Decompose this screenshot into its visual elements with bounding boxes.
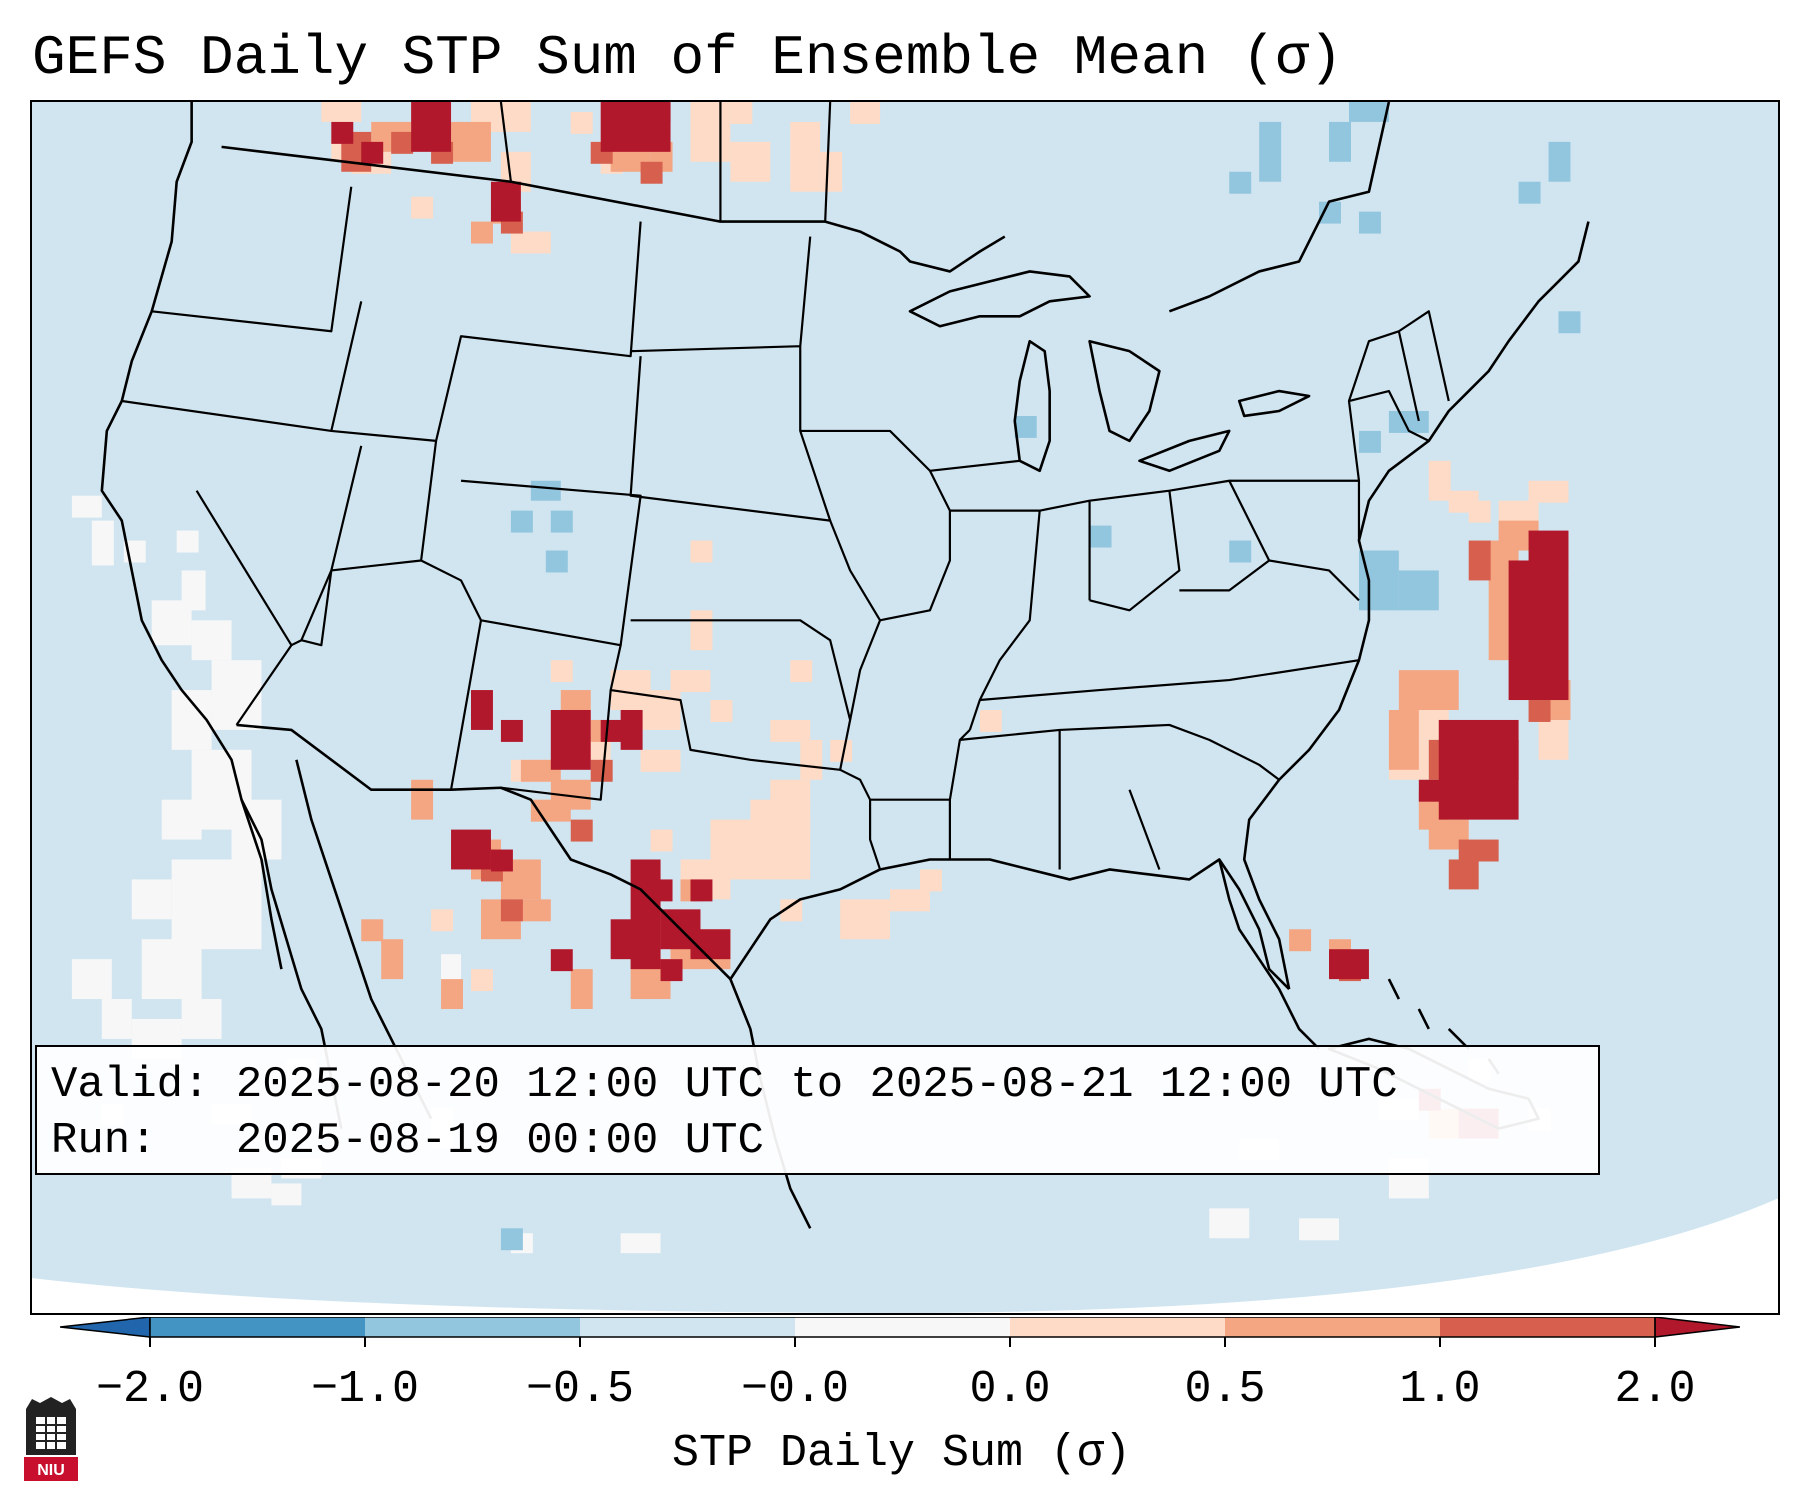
bahamas-islands — [1387, 978, 1500, 1075]
colorbar-tick-label: 0.5 — [1184, 1364, 1266, 1415]
map-title: GEFS Daily STP Sum of Ensemble Mean (σ) — [32, 26, 1343, 90]
colorbar-tick-label: 1.0 — [1399, 1364, 1481, 1415]
colorbar-tick-label: −2.0 — [95, 1364, 205, 1415]
lake-erie — [1138, 429, 1231, 473]
pacific-coastline — [100, 102, 343, 1129]
info-box: Valid: 2025-08-20 12:00 UTC to 2025-08-2… — [35, 1045, 1600, 1175]
colorbar-under-triangle — [60, 1317, 151, 1338]
lake-huron — [1088, 339, 1161, 443]
niu-logo-icon: NIU — [24, 1397, 78, 1481]
colorbar-bin-1-2 — [1440, 1317, 1655, 1337]
florida-coastline — [1218, 859, 1320, 1050]
colorbar-ticks — [149, 1337, 1656, 1347]
run-time-text: Run: 2025-08-19 00:00 UTC — [51, 1116, 764, 1166]
colorbar-over-triangle — [1654, 1317, 1740, 1338]
colorbar-bin-neg2-neg1 — [150, 1317, 365, 1337]
map-svg — [32, 102, 1778, 1313]
colorbar-tick-label: −1.0 — [310, 1364, 420, 1415]
negative-anomaly-cells — [500, 102, 1581, 1251]
colorbar — [60, 1317, 1740, 1347]
lake-ontario — [1237, 389, 1311, 418]
state-border-lines — [121, 102, 1450, 870]
us-mexico-border — [236, 723, 732, 981]
colorbar-label: STP Daily Sum (σ) — [671, 1428, 1132, 1479]
colorbar-tick-label: −0.0 — [740, 1364, 850, 1415]
colorbar-bin-05-1 — [1225, 1317, 1440, 1337]
map-panel[interactable] — [30, 100, 1780, 1315]
colorbar-bin-0-05 — [1010, 1317, 1225, 1337]
logo-text: NIU — [37, 1462, 65, 1479]
valid-time-text: Valid: 2025-08-20 12:00 UTC to 2025-08-2… — [51, 1060, 1398, 1110]
colorbar-bin-neg1-neg05 — [365, 1317, 580, 1337]
colorbar-tick-label: 2.0 — [1614, 1364, 1696, 1415]
lake-superior — [908, 270, 1091, 328]
colorbar-tick-label: −0.5 — [525, 1364, 635, 1415]
colorbar-tick-label: 0.0 — [969, 1364, 1051, 1415]
projection-area — [32, 102, 1778, 1313]
colorbar-outline — [149, 1317, 1656, 1338]
colorbar-bin-neg05-0 — [580, 1317, 795, 1337]
lake-michigan — [1013, 339, 1051, 473]
colorbar-bin-0-0 — [795, 1317, 1010, 1337]
us-canada-border — [221, 102, 1391, 313]
